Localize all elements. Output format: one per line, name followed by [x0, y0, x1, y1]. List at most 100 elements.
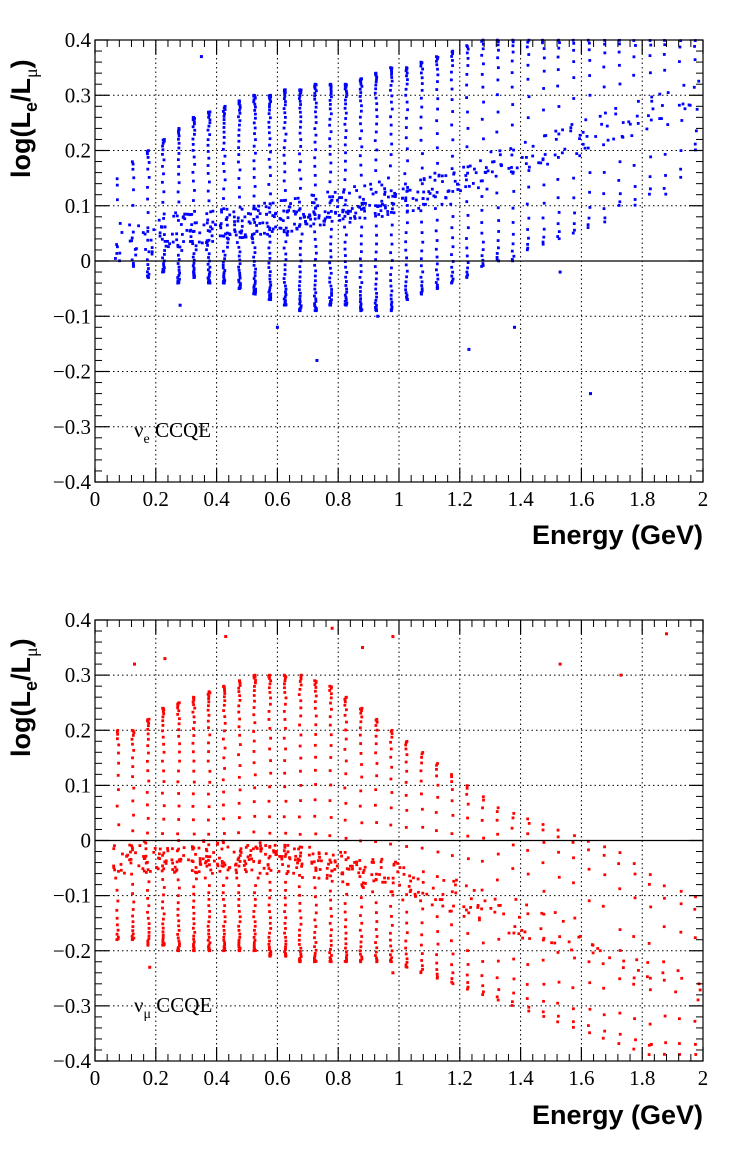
data-point [268, 102, 271, 106]
data-point [132, 176, 136, 180]
data-point [436, 67, 439, 71]
data-point [115, 177, 119, 181]
data-point [177, 134, 181, 138]
data-point [258, 212, 262, 215]
data-point [694, 895, 697, 899]
data-point [161, 200, 165, 204]
data-point [465, 254, 469, 258]
data-point [144, 861, 148, 865]
data-point [480, 195, 484, 198]
data-point [374, 305, 377, 309]
data-point [176, 878, 180, 882]
data-point [284, 747, 287, 751]
data-point-outlier [467, 347, 471, 351]
data-point [383, 204, 387, 208]
data-point [451, 971, 455, 975]
data-point [146, 167, 150, 171]
data-point [204, 847, 208, 851]
data-point [314, 300, 318, 303]
data-point [663, 43, 667, 47]
data-point-outlier [199, 55, 203, 59]
data-point [288, 205, 292, 209]
data-point [478, 918, 481, 922]
data-point [131, 204, 135, 207]
data-point [389, 88, 392, 92]
data-point [617, 179, 621, 182]
data-point [345, 301, 349, 305]
data-point [421, 880, 425, 884]
data-point [618, 928, 622, 932]
data-point [171, 861, 175, 865]
data-point [223, 863, 227, 867]
data-point [329, 898, 333, 902]
data-point [131, 829, 135, 833]
data-point [237, 928, 241, 932]
data-point [404, 248, 408, 252]
data-point [210, 234, 214, 238]
data-point [528, 937, 531, 940]
data-point [404, 126, 408, 129]
data-point [238, 694, 242, 698]
data-point [144, 841, 148, 845]
data-point [268, 288, 272, 292]
data-point [372, 861, 375, 864]
data-point [692, 85, 696, 89]
data-point [343, 122, 347, 126]
data-point [462, 165, 466, 169]
data-point [299, 799, 302, 803]
data-point [404, 93, 408, 97]
data-point [617, 1042, 621, 1045]
data-point [207, 726, 210, 730]
data-point [436, 55, 440, 59]
data-point [161, 706, 164, 710]
data-point [378, 873, 381, 876]
data-point [207, 697, 211, 701]
data-point [411, 209, 415, 213]
data-point [343, 240, 347, 244]
data-point [572, 97, 576, 100]
data-point [300, 862, 304, 866]
data-point [389, 293, 393, 297]
data-point [116, 773, 120, 777]
data-point [602, 207, 606, 211]
data-point [225, 876, 229, 880]
data-point [222, 207, 226, 211]
data-point [553, 153, 557, 157]
x-axis-title: Energy (GeV) [532, 520, 703, 550]
data-point [177, 141, 181, 145]
data-point [313, 164, 317, 168]
data-point [198, 862, 202, 866]
data-point [175, 860, 179, 864]
data-point [390, 79, 394, 83]
data-point [131, 932, 135, 936]
data-point [602, 65, 606, 69]
data-point [465, 96, 469, 99]
data-point [422, 202, 425, 206]
data-point [299, 103, 302, 106]
data-point [238, 743, 242, 746]
data-point-outlier [513, 325, 517, 329]
data-point [207, 884, 211, 887]
data-point [238, 282, 242, 285]
data-point [344, 801, 348, 805]
data-point [420, 76, 424, 80]
data-point [313, 263, 317, 267]
data-point [252, 232, 256, 236]
data-point [490, 170, 494, 174]
data-point [396, 870, 400, 874]
data-point [381, 202, 384, 206]
data-point [617, 203, 621, 207]
data-point [268, 815, 271, 819]
data-point [344, 931, 348, 935]
data-point [345, 882, 349, 886]
data-point [267, 686, 271, 690]
data-point [176, 712, 180, 716]
data-point [328, 280, 332, 284]
data-point [476, 906, 480, 909]
data-point [237, 945, 241, 949]
data-point [329, 816, 333, 819]
data-point [481, 984, 485, 988]
data-point [222, 275, 226, 279]
data-point [466, 949, 469, 953]
data-point [179, 223, 183, 226]
